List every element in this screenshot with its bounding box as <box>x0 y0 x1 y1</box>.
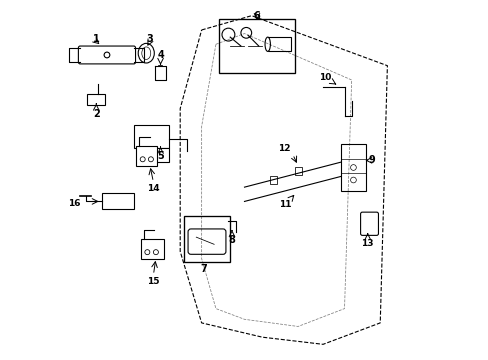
Text: 7: 7 <box>200 264 206 274</box>
Text: 6: 6 <box>253 11 260 21</box>
Text: 14: 14 <box>147 184 160 193</box>
FancyBboxPatch shape <box>360 212 378 235</box>
FancyBboxPatch shape <box>78 46 135 64</box>
Text: 9: 9 <box>368 156 375 165</box>
Bar <box>219 19 294 73</box>
Text: 10: 10 <box>318 73 330 82</box>
Bar <box>134 125 169 148</box>
Text: 15: 15 <box>147 277 159 286</box>
Text: 5: 5 <box>157 152 163 161</box>
Bar <box>340 144 365 191</box>
Text: 3: 3 <box>146 34 153 44</box>
Text: 1: 1 <box>93 34 100 44</box>
Bar <box>267 37 290 51</box>
Text: 13: 13 <box>361 239 373 248</box>
Bar <box>269 176 276 184</box>
Ellipse shape <box>264 37 270 51</box>
Bar <box>141 148 169 162</box>
Bar <box>135 146 157 166</box>
Text: 2: 2 <box>93 109 100 118</box>
Bar <box>183 216 230 262</box>
FancyBboxPatch shape <box>188 229 225 254</box>
Ellipse shape <box>142 47 150 59</box>
Bar <box>87 94 105 105</box>
Text: 12: 12 <box>277 144 289 153</box>
Text: 16: 16 <box>67 199 80 208</box>
Bar <box>102 193 134 208</box>
Text: 8: 8 <box>228 235 235 246</box>
Bar <box>294 167 301 175</box>
Bar <box>141 239 164 258</box>
Ellipse shape <box>138 43 154 63</box>
Text: 4: 4 <box>157 50 163 60</box>
Text: 11: 11 <box>279 200 291 209</box>
